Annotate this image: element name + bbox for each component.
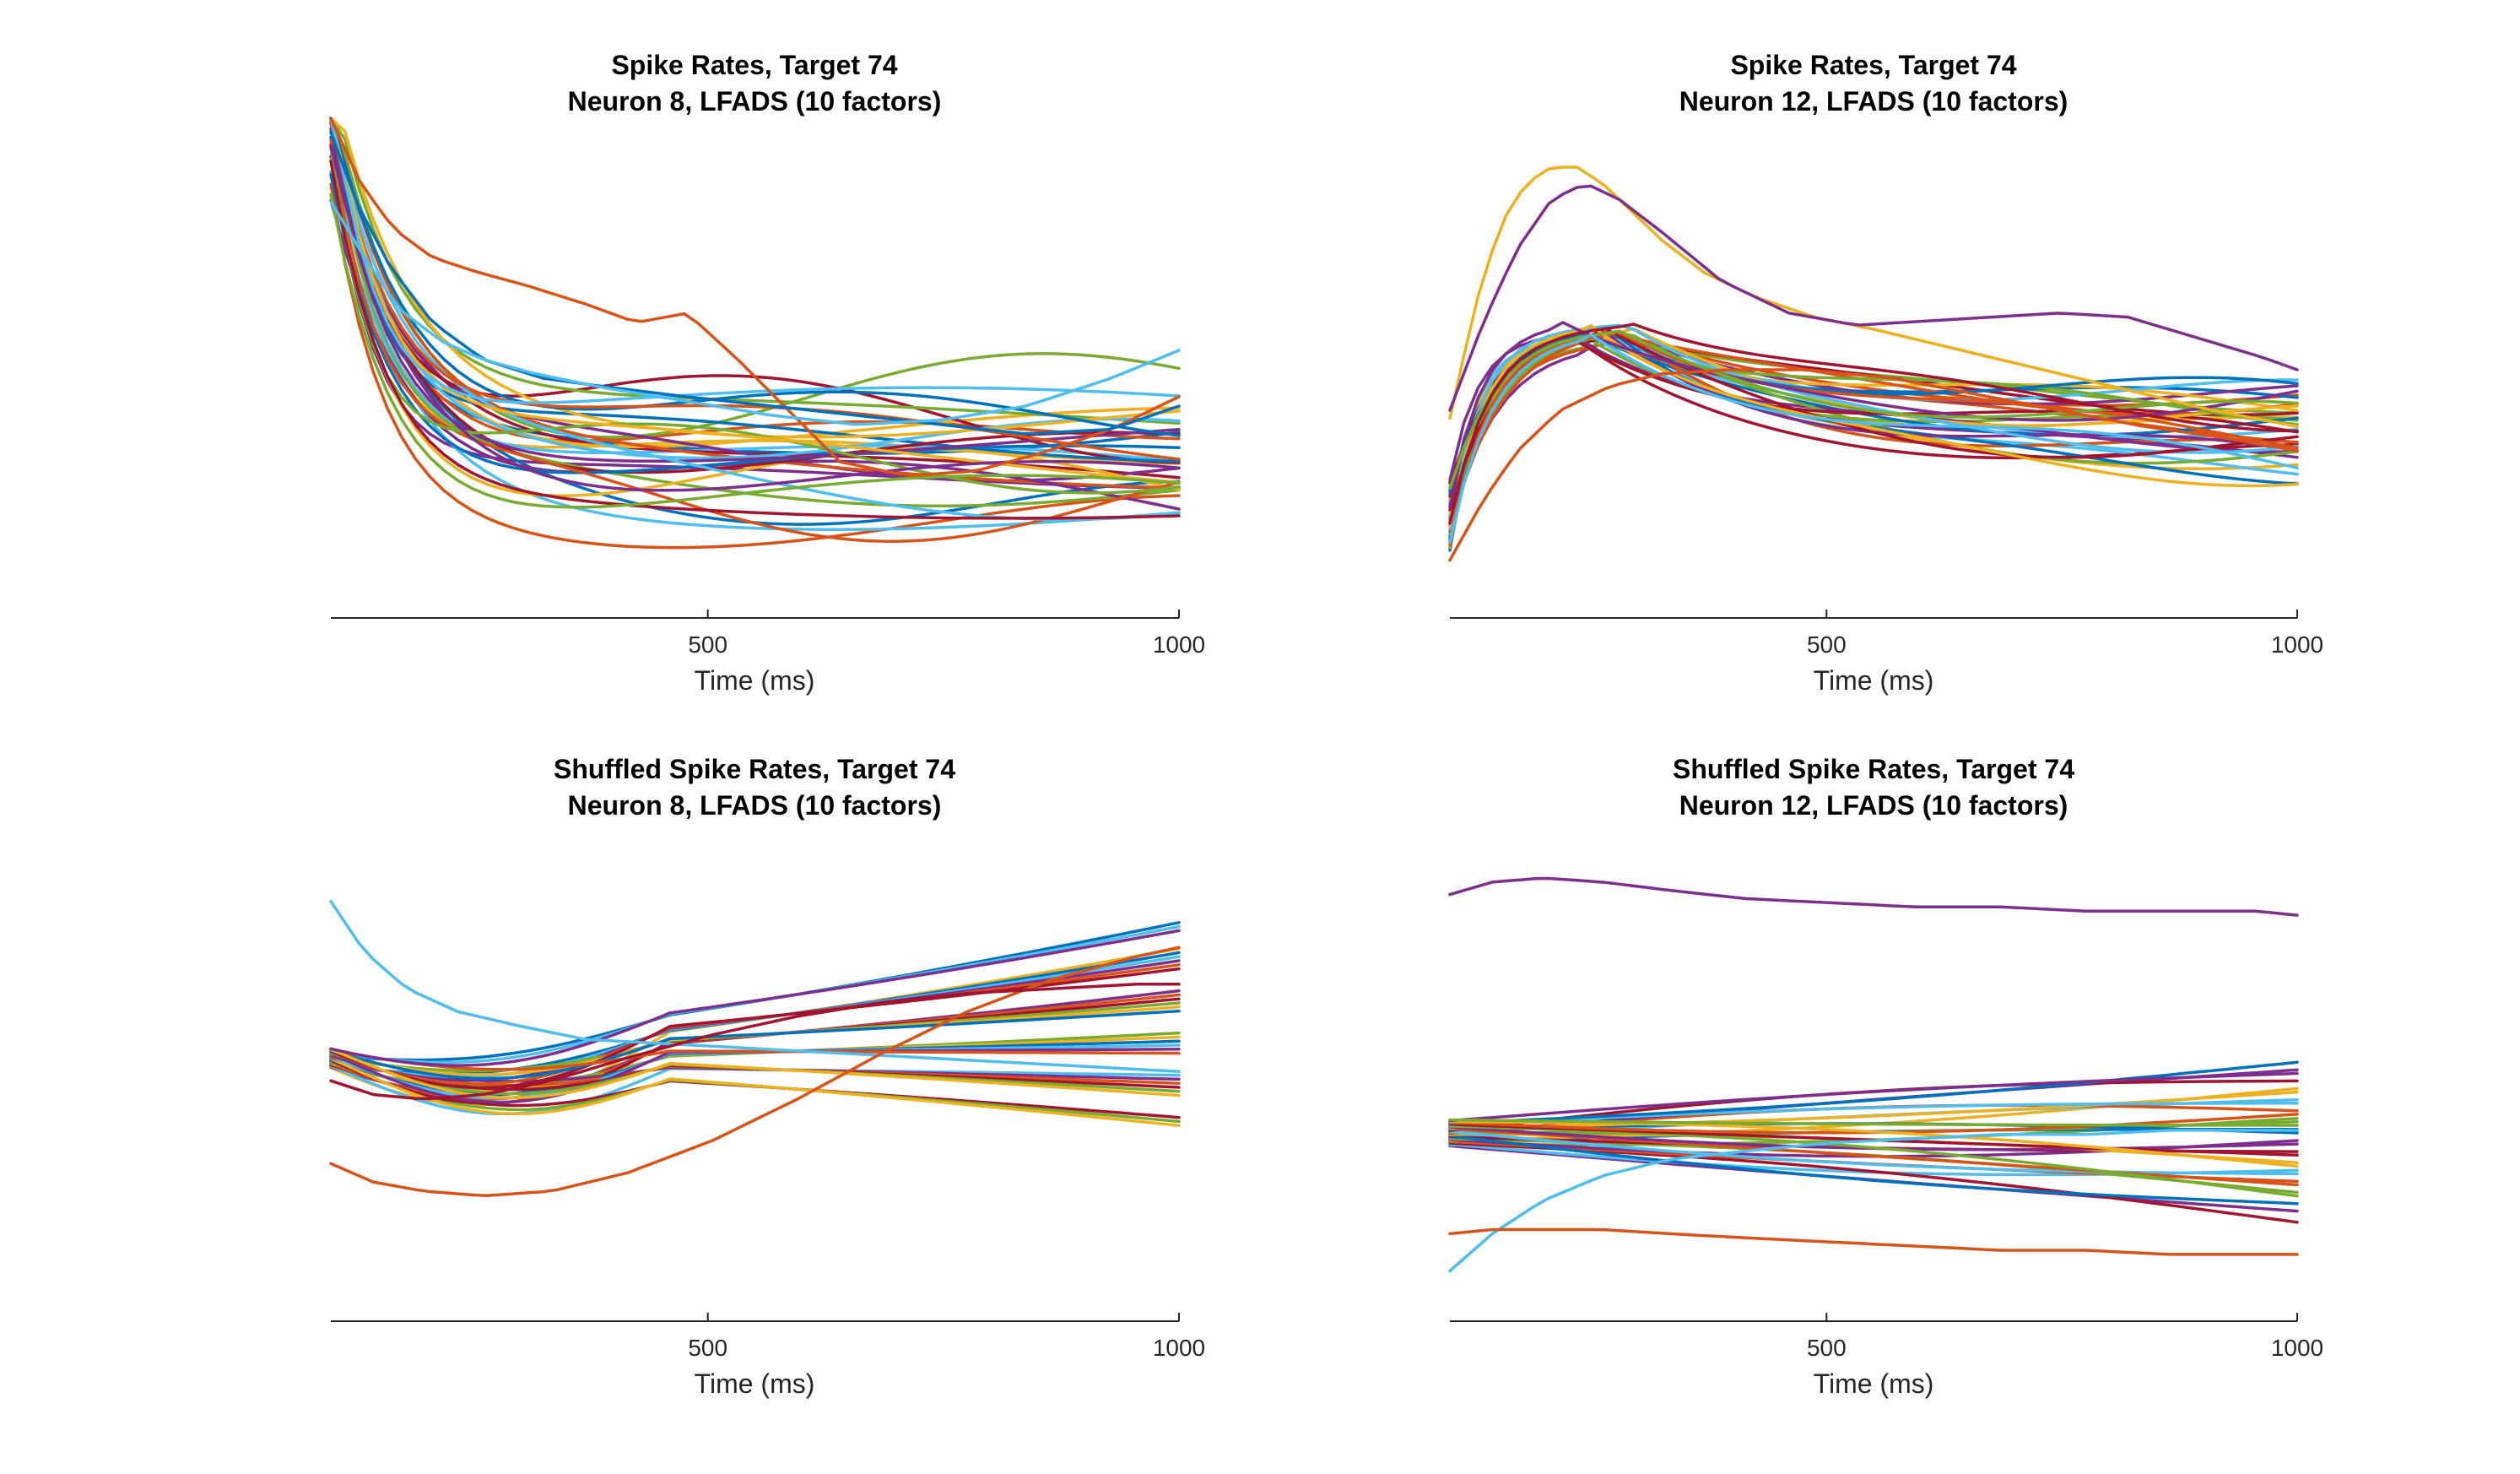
trace-18 (1448, 332, 2299, 536)
highlight-trace-1 (1448, 165, 2299, 428)
x-tick-label-1000: 1000 (2271, 631, 2323, 658)
trace-9 (329, 182, 1181, 550)
trace-31 (329, 117, 1181, 485)
trace-30 (329, 929, 1181, 1067)
trace-22 (329, 173, 1181, 474)
panel-title-line-1: Shuffled Spike Rates, Target 74 (1673, 754, 2074, 784)
panel-title-line-1: Shuffled Spike Rates, Target 74 (554, 754, 955, 784)
x-axis-label: Time (ms) (1814, 665, 1934, 696)
highlight-trace-3 (1448, 184, 2299, 412)
trace-26 (1448, 1060, 2299, 1125)
trace-29 (1448, 1071, 2299, 1123)
trace-group (1448, 876, 2299, 1273)
trace-33 (329, 192, 1181, 509)
trace-28 (329, 1049, 1181, 1071)
trace-group (329, 899, 1181, 1197)
x-tick-label-500: 500 (688, 631, 727, 658)
panel-title-line-1: Spike Rates, Target 74 (611, 50, 897, 80)
trace-13 (329, 171, 1181, 531)
x-tick-label-1000: 1000 (1153, 1335, 1205, 1361)
x-tick-label-500: 500 (1807, 1335, 1847, 1361)
trace-28 (329, 160, 1181, 520)
panel-spike-rates-neuron-8: Spike Rates, Target 74 Neuron 8, LFADS (… (329, 50, 1205, 696)
trace-34 (1448, 322, 2299, 525)
panel-title-line-2: Neuron 12, LFADS (10 factors) (1679, 790, 2068, 821)
highlight-trace-2 (329, 130, 1181, 436)
trace-17 (1448, 1130, 2299, 1176)
panel-spike-rates-neuron-12: Spike Rates, Target 74 Neuron 12, LFADS … (1448, 50, 2323, 696)
trace-21 (1448, 1090, 2299, 1130)
highlight-trace-3 (329, 983, 1181, 1101)
trace-group (329, 117, 1181, 550)
highlight-trace-1 (329, 899, 1181, 1074)
trace-30 (1448, 323, 2299, 528)
highlight-trace-2 (329, 946, 1181, 1197)
x-axis-label: Time (ms) (695, 1368, 815, 1399)
highlight-trace-3 (329, 200, 1181, 426)
panel-title-line-1: Spike Rates, Target 74 (1730, 50, 2016, 80)
trace-17 (329, 158, 1181, 498)
trace-24 (1448, 1101, 2299, 1127)
trace-34 (329, 117, 1181, 404)
x-axis-label: Time (ms) (1814, 1368, 1934, 1399)
trace-32 (329, 144, 1181, 492)
trace-33 (1448, 333, 2299, 545)
trace-26 (329, 146, 1181, 495)
x-tick-label-1000: 1000 (1153, 631, 1205, 658)
trace-group (1448, 165, 2299, 562)
panel-shuffled-spike-rates-neuron-8: Shuffled Spike Rates, Target 74 Neuron 8… (329, 754, 1205, 1399)
trace-30 (1448, 1118, 2299, 1127)
highlight-trace-1 (329, 117, 1181, 478)
panel-shuffled-spike-rates-neuron-12: Shuffled Spike Rates, Target 74 Neuron 1… (1448, 754, 2323, 1399)
highlight-trace-1 (1448, 876, 2299, 917)
panel-title-line-2: Neuron 12, LFADS (10 factors) (1679, 86, 2068, 117)
x-tick-label-1000: 1000 (2271, 1335, 2323, 1361)
highlight-trace-2 (1448, 368, 2299, 562)
highlight-trace-2 (1448, 1129, 2299, 1273)
highlight-trace-3 (1448, 1227, 2299, 1256)
trace-18 (329, 198, 1181, 511)
panel-title-line-2: Neuron 8, LFADS (10 factors) (568, 790, 942, 821)
trace-29 (1448, 330, 2299, 547)
trace-15 (329, 1057, 1181, 1127)
x-axis-label: Time (ms) (695, 665, 815, 696)
trace-27 (329, 1009, 1181, 1081)
x-tick-label-500: 500 (688, 1335, 727, 1361)
trace-12 (1448, 1134, 2299, 1206)
trace-30 (329, 120, 1181, 461)
x-tick-label-500: 500 (1807, 631, 1847, 658)
panel-title-line-2: Neuron 8, LFADS (10 factors) (568, 86, 942, 117)
trace-29 (329, 117, 1181, 437)
trace-20 (329, 117, 1181, 460)
trace-19 (329, 117, 1181, 425)
